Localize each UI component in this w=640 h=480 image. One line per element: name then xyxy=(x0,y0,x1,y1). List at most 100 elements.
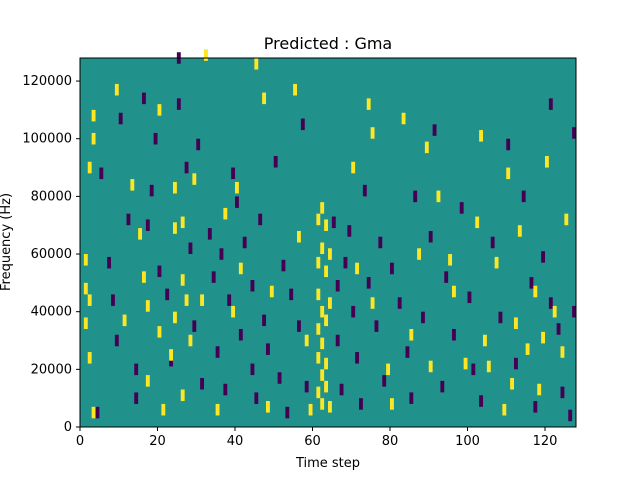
high-value-cell xyxy=(254,58,259,70)
high-value-cell xyxy=(87,161,92,174)
high-value-cell xyxy=(463,357,468,370)
high-value-cell xyxy=(370,297,375,309)
low-value-cell xyxy=(572,305,577,318)
high-value-cell xyxy=(184,294,189,306)
low-value-cell xyxy=(157,265,162,278)
high-value-cell xyxy=(83,254,88,266)
high-value-cell xyxy=(502,403,507,416)
high-value-cell xyxy=(231,305,236,318)
low-value-cell xyxy=(285,406,290,419)
high-value-cell xyxy=(83,317,88,329)
high-value-cell xyxy=(428,360,433,373)
y-axis: 0 20000 40000 60000 80000 100000 120000 xyxy=(22,74,80,435)
low-value-cell xyxy=(99,167,104,180)
high-value-cell xyxy=(87,294,92,306)
heatmap-cells xyxy=(83,49,577,422)
low-value-cell xyxy=(145,219,150,231)
low-value-cell xyxy=(335,279,340,292)
high-value-cell xyxy=(324,380,329,393)
x-axis: 0 20 40 60 80 100 120 xyxy=(76,427,558,449)
high-value-cell xyxy=(452,285,456,298)
high-value-cell xyxy=(355,262,360,275)
high-value-cell xyxy=(409,328,414,341)
low-value-cell xyxy=(266,343,270,355)
high-value-cell xyxy=(308,403,313,416)
low-value-cell xyxy=(432,124,437,136)
high-value-cell xyxy=(157,326,162,338)
high-value-cell xyxy=(351,161,356,174)
high-value-cell xyxy=(545,156,549,168)
low-value-cell xyxy=(568,409,573,422)
low-value-cell xyxy=(207,228,212,240)
high-value-cell xyxy=(169,349,174,361)
high-value-cell xyxy=(138,228,143,240)
x-tick-label: 120 xyxy=(533,434,558,449)
high-value-cell xyxy=(401,112,406,125)
high-value-cell xyxy=(541,331,546,344)
high-value-cell xyxy=(320,305,325,318)
high-value-cell xyxy=(328,401,332,413)
low-value-cell xyxy=(165,288,170,301)
high-value-cell xyxy=(320,337,325,350)
low-value-cell xyxy=(397,297,402,309)
high-value-cell xyxy=(390,398,394,410)
x-tick-label: 60 xyxy=(304,434,321,449)
low-value-cell xyxy=(355,352,360,364)
high-value-cell xyxy=(479,130,484,142)
low-value-cell xyxy=(366,277,371,289)
high-value-cell xyxy=(188,334,193,347)
low-value-cell xyxy=(409,392,414,404)
low-value-cell xyxy=(242,236,247,249)
low-value-cell xyxy=(300,118,305,131)
low-value-cell xyxy=(188,242,193,255)
high-value-cell xyxy=(114,83,119,96)
plot-frame xyxy=(79,57,577,428)
high-value-cell xyxy=(517,225,522,237)
low-value-cell xyxy=(498,311,503,324)
high-value-cell xyxy=(130,179,135,191)
low-value-cell xyxy=(548,297,553,309)
y-tick-label: 20000 xyxy=(31,362,72,377)
low-value-cell xyxy=(111,294,115,306)
x-tick-label: 80 xyxy=(382,434,399,449)
high-value-cell xyxy=(320,202,325,214)
low-value-cell xyxy=(521,190,526,203)
low-value-cell xyxy=(405,346,410,358)
low-value-cell xyxy=(281,259,286,272)
high-value-cell xyxy=(506,167,511,180)
y-tick-label: 120000 xyxy=(22,74,72,89)
high-value-cell xyxy=(269,285,274,298)
high-value-cell xyxy=(320,242,325,255)
high-value-cell xyxy=(235,181,239,194)
high-value-cell xyxy=(215,403,220,416)
low-value-cell xyxy=(250,363,255,376)
low-value-cell xyxy=(440,380,445,393)
high-value-cell xyxy=(483,334,487,347)
low-value-cell xyxy=(223,383,228,396)
low-value-cell xyxy=(153,132,158,145)
y-tick-label: 40000 xyxy=(31,305,72,320)
low-value-cell xyxy=(347,225,352,237)
high-value-cell xyxy=(328,248,332,260)
low-value-cell xyxy=(339,383,344,396)
y-tick-label: 100000 xyxy=(22,132,72,147)
low-value-cell xyxy=(192,320,197,332)
x-tick-label: 100 xyxy=(455,434,480,449)
low-value-cell xyxy=(219,248,224,260)
low-value-cell xyxy=(142,92,146,105)
high-value-cell xyxy=(564,213,569,226)
high-value-cell xyxy=(533,285,538,298)
high-value-cell xyxy=(386,363,391,376)
low-value-cell xyxy=(227,294,232,306)
low-value-cell xyxy=(459,202,464,214)
high-value-cell xyxy=(417,248,422,260)
high-value-cell xyxy=(328,297,332,309)
low-value-cell xyxy=(200,377,205,390)
high-value-cell xyxy=(324,314,329,327)
low-value-cell xyxy=(533,401,538,413)
high-value-cell xyxy=(180,216,185,229)
low-value-cell xyxy=(506,138,511,151)
high-value-cell xyxy=(304,334,309,347)
y-tick-label: 0 xyxy=(64,420,72,435)
